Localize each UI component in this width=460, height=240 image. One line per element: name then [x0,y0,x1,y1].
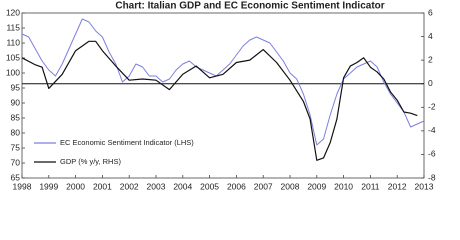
x-tick-label: 2004 [173,181,192,191]
y2-tick-label: 6 [428,7,433,17]
chart: Chart: Italian GDP and EC Economic Senti… [6,1,436,192]
x-tick-label: 1998 [13,181,32,191]
x-tick-label: 2012 [388,181,407,191]
legend-label: GDP (% y/y, RHS) [60,157,121,166]
y-tick-label: 75 [11,142,21,152]
series-line [21,18,425,146]
y-tick-label: 95 [11,82,21,92]
x-tick-label: 2013 [415,181,434,191]
y2-tick-label: 0 [428,78,433,88]
chart-title: Chart: Italian GDP and EC Economic Senti… [115,1,384,12]
x-tick-label: 2011 [361,181,380,191]
y2-tick-label: 2 [428,54,433,64]
legend-label: EC Economic Sentiment Indicator (LHS) [60,138,194,147]
y-tick-label: 105 [6,52,20,62]
y2-tick-label: -2 [428,102,436,112]
x-tick-label: 2001 [93,181,112,191]
y2-tick-label: -6 [428,149,436,159]
y2-tick-label: 4 [428,31,433,41]
y-tick-label: 100 [6,67,20,77]
y-tick-label: 80 [11,127,21,137]
y2-tick-label: -4 [428,125,436,135]
plot-frame [21,12,425,179]
x-tick-label: 2003 [147,181,166,191]
x-tick-label: 2002 [120,181,139,191]
x-tick-label: 2006 [227,181,246,191]
y-tick-label: 120 [6,7,20,17]
x-tick-label: 2009 [307,181,326,191]
y2-tick-label: -8 [428,172,436,182]
x-tick-label: 2007 [254,181,273,191]
x-tick-label: 2008 [281,181,300,191]
y-tick-label: 115 [6,22,20,32]
x-tick-label: 2000 [66,181,85,191]
y-tick-label: 70 [11,157,21,167]
series-line [21,40,418,161]
y-tick-label: 85 [11,112,21,122]
page: {"chart_data": {"type": "line", "title":… [5,0,436,192]
y-tick-label: 65 [11,172,21,182]
x-tick-label: 2005 [200,181,219,191]
x-tick-label: 1999 [39,181,58,191]
y-tick-label: 110 [6,37,20,47]
x-tick-label: 2010 [334,181,353,191]
y-tick-label: 90 [11,97,21,107]
